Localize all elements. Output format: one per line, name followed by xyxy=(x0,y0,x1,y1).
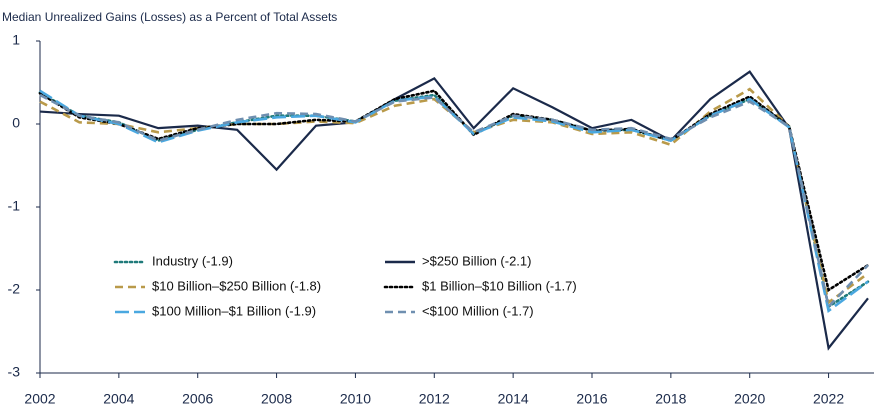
series-line xyxy=(39,87,869,305)
legend-label: <$100 Million (-1.7) xyxy=(422,303,534,318)
legend-label: >$250 Billion (-2.1) xyxy=(422,253,531,268)
series-line xyxy=(39,93,869,310)
y-tick-label: -1 xyxy=(8,198,21,214)
series-line xyxy=(38,89,870,293)
y-tick-label: -2 xyxy=(8,281,21,297)
legend-label: $100 Million–$1 Billion (-1.9) xyxy=(152,303,316,318)
y-tick-label: 1 xyxy=(12,32,20,48)
chart-title: Median Unrealized Gains (Losses) as a Pe… xyxy=(2,10,337,24)
legend-label: Industry (-1.9) xyxy=(152,253,233,268)
series-line xyxy=(38,91,870,309)
y-tick-label: -3 xyxy=(8,364,21,380)
x-tick-label: 2010 xyxy=(340,391,371,407)
x-tick-label: 2004 xyxy=(103,391,134,407)
x-tick-label: 2002 xyxy=(24,391,55,407)
x-tick-label: 2012 xyxy=(419,391,450,407)
x-tick-label: 2006 xyxy=(182,391,213,407)
legend-label: $1 Billion–$10 Billion (-1.7) xyxy=(422,278,577,293)
series-line xyxy=(39,89,869,313)
x-tick-label: 2020 xyxy=(734,391,765,407)
x-tick-label: 2018 xyxy=(655,391,686,407)
legend: Industry (-1.9) >$250 Billion (-2.1) $10 B… xyxy=(113,253,577,318)
x-tick-label: 2016 xyxy=(576,391,607,407)
x-tick-label: 2008 xyxy=(261,391,292,407)
x-tick-label: 2022 xyxy=(813,391,844,407)
y-tick-label: 0 xyxy=(12,115,20,131)
x-tick-label: 2014 xyxy=(498,391,529,407)
series-line xyxy=(39,70,869,351)
legend-label: $10 Billion–$250 Billion (-1.8) xyxy=(152,278,321,293)
